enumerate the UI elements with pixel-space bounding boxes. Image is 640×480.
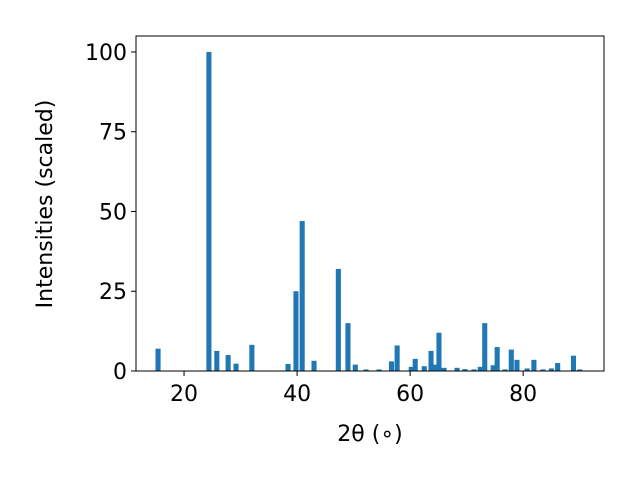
bar [490, 365, 496, 371]
bar [408, 366, 414, 371]
bar [352, 364, 358, 371]
bar [206, 51, 212, 371]
bar [299, 221, 305, 371]
y-tick-label: 25 [99, 280, 127, 305]
bar [376, 369, 382, 371]
y-tick-label: 0 [113, 360, 127, 385]
y-tick-label: 50 [99, 200, 127, 225]
bar [555, 363, 561, 371]
x-tick-label: 40 [283, 382, 311, 407]
bar [225, 355, 231, 371]
bar [345, 323, 351, 371]
bar [570, 355, 577, 371]
bar [524, 368, 530, 371]
bar [514, 359, 520, 371]
x-tick-label: 80 [509, 382, 537, 407]
bar [293, 291, 299, 371]
bar [482, 323, 488, 371]
bar [363, 369, 369, 371]
bar [428, 350, 434, 371]
bar [508, 349, 514, 371]
bar [394, 345, 400, 371]
bar [214, 350, 220, 371]
bar [548, 368, 554, 371]
x-tick-label: 20 [170, 382, 198, 407]
bar [412, 358, 418, 371]
bar [540, 369, 546, 371]
bar [441, 367, 447, 371]
bar [454, 367, 460, 371]
bar [155, 348, 161, 371]
bar [311, 360, 317, 371]
bar [432, 364, 438, 371]
bar [335, 268, 341, 371]
y-tick-label: 100 [85, 41, 127, 66]
bar [285, 363, 291, 371]
y-tick-label: 75 [99, 121, 127, 146]
bar [233, 363, 239, 371]
bar [388, 361, 395, 371]
bar [462, 369, 468, 371]
x-axis-label: 2θ (∘) [337, 422, 402, 447]
bar [494, 347, 500, 371]
bar [577, 369, 583, 371]
bar [502, 369, 508, 371]
bar [477, 366, 483, 371]
bar [421, 366, 427, 371]
plot-frame [135, 35, 605, 372]
bar [436, 332, 442, 371]
bar [249, 344, 255, 371]
bar [471, 369, 477, 371]
x-tick-label: 60 [396, 382, 424, 407]
bar [531, 359, 537, 371]
y-axis-label: Intensities (scaled) [33, 100, 58, 309]
